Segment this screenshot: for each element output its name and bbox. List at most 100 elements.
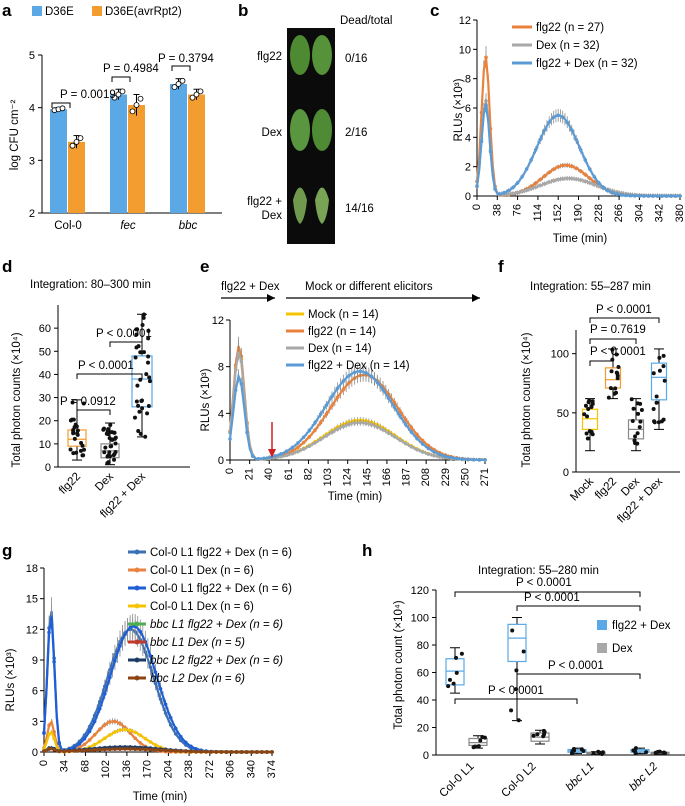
g-point <box>103 684 107 689</box>
g-point <box>194 746 198 751</box>
c-point <box>479 110 484 115</box>
g-legend-label: bbc L2 Dex (n = 6) <box>150 673 245 685</box>
d-point <box>107 436 112 441</box>
g-point <box>128 747 132 751</box>
g-point <box>173 749 178 753</box>
g-point <box>42 731 46 736</box>
h-bracket <box>454 591 641 597</box>
g-point <box>209 750 213 754</box>
panel-b-header: Dead/total <box>340 15 392 27</box>
c-point <box>606 188 610 193</box>
d-bracket <box>76 373 143 379</box>
c-point <box>565 120 570 125</box>
c-point <box>533 181 538 185</box>
panel-e-xlabel: Time (min) <box>328 491 383 503</box>
c-point <box>529 184 533 189</box>
g-point <box>87 738 92 742</box>
g-legend-marker <box>134 549 140 555</box>
f-point <box>590 401 595 406</box>
d-point <box>106 427 111 432</box>
e-point <box>375 425 380 429</box>
c-point <box>547 120 551 125</box>
a-point <box>69 142 76 149</box>
h-flg22-dex-box <box>507 623 527 663</box>
panel-b-label: b <box>238 1 248 20</box>
a-point <box>197 88 204 95</box>
panel-a-pvalue-2: P = 0.4984 <box>103 63 159 75</box>
g-point <box>229 750 234 754</box>
f-point <box>585 436 590 441</box>
e-point <box>369 374 374 379</box>
f-point <box>608 386 613 391</box>
g-point <box>72 749 77 753</box>
c-point <box>587 181 592 185</box>
c-point <box>551 115 556 119</box>
e-x-tick-label: 208 <box>420 468 432 486</box>
a-point <box>133 102 140 108</box>
e-point <box>262 456 266 461</box>
g-point <box>244 750 249 754</box>
g-point <box>108 675 112 680</box>
f-point <box>609 369 614 374</box>
g-legend-label: Col-0 L1 flg22 + Dex (n = 6) <box>150 583 292 595</box>
d-point <box>71 417 76 422</box>
panel-h-label: h <box>362 541 372 560</box>
g-legend-marker <box>134 621 140 627</box>
e-point <box>403 417 408 422</box>
c-y-tick-label: 12 <box>459 15 471 27</box>
e-point <box>307 428 312 433</box>
panel-e-legend: Mock (n = 14) flg22 (n = 14) Dex (n = 14… <box>286 309 410 372</box>
e-point <box>256 457 261 461</box>
h-flg22-dex-point <box>570 749 575 754</box>
c-point <box>502 190 506 195</box>
e-point <box>324 412 329 417</box>
c-point <box>560 163 565 168</box>
c-point <box>651 194 655 198</box>
e-point <box>347 381 351 385</box>
d-point <box>103 445 108 450</box>
e-y-tick-label: 0 <box>218 455 224 467</box>
c-point <box>524 188 529 193</box>
h-bracket <box>516 673 641 679</box>
e-point <box>369 422 374 427</box>
a-point <box>129 108 136 115</box>
a-point <box>171 84 178 91</box>
c-point <box>569 176 574 181</box>
panel-a-pvalue-1: P = 0.0019 <box>60 89 116 101</box>
d-point <box>134 399 139 404</box>
e-point <box>426 446 431 451</box>
c-point <box>615 192 619 196</box>
f-point <box>583 403 588 408</box>
panel-a-legend: D36E D36E(avrRpt2) <box>32 6 182 18</box>
d-point <box>146 354 151 359</box>
g-point <box>168 715 173 720</box>
g-point <box>67 749 72 753</box>
f-point <box>585 414 590 419</box>
e-point <box>330 394 334 399</box>
c-y-tick-label: 6 <box>465 103 471 115</box>
c-point <box>619 193 624 197</box>
g-point <box>163 711 168 715</box>
g-point <box>133 730 137 735</box>
panel-a-plot: 2 3 4 5 Col-0 fec bbc <box>29 50 222 232</box>
legend-label-flg22: flg22 (n = 27) <box>536 22 604 34</box>
d-y-tick-label: 30 <box>39 393 51 405</box>
c-y-tick-label: 0 <box>465 191 471 203</box>
c-y-tick-label: 10 <box>459 44 471 56</box>
c-point <box>533 148 538 152</box>
h-dex-point <box>597 750 602 755</box>
g-point <box>163 748 168 753</box>
panel-a-pvalue-3: P = 0.3794 <box>158 53 214 65</box>
legend-label-e-dex: Dex (n = 14) <box>308 343 372 355</box>
a-point <box>189 94 196 101</box>
f-point <box>654 394 659 399</box>
d-point <box>134 345 139 350</box>
g-point <box>239 750 244 754</box>
e-point <box>341 379 346 383</box>
f-point <box>586 407 591 412</box>
c-x-tick-label: 38 <box>491 204 503 216</box>
a-bar <box>110 94 127 213</box>
c-point <box>574 166 579 171</box>
c-point <box>560 115 565 119</box>
c-point <box>520 189 524 194</box>
